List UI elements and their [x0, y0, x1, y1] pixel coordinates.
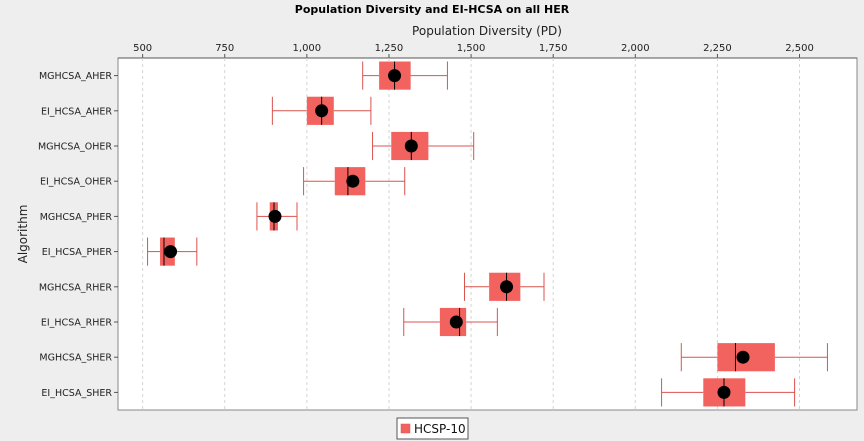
- category-label: EI_HCSA_AHER: [41, 106, 112, 117]
- y-axis-label: Algorithm: [16, 205, 30, 264]
- mean-marker: [164, 245, 178, 259]
- mean-marker: [736, 350, 750, 364]
- grid-lines: [142, 58, 801, 410]
- category-label: EI_HCSA_PHER: [42, 247, 113, 258]
- box-mghcsa-oher: [372, 131, 475, 161]
- category-label: MGHCSA_SHER: [39, 353, 112, 364]
- mean-marker: [346, 174, 360, 188]
- chart-title: Population Diversity and EI-HCSA on all …: [295, 3, 570, 16]
- category-label: EI_HCSA_OHER: [40, 177, 112, 188]
- mean-marker: [717, 385, 731, 399]
- mean-marker: [268, 209, 282, 223]
- mean-marker: [315, 104, 329, 118]
- x-tick-label: 1,750: [539, 43, 568, 54]
- category-label: MGHCSA_AHER: [39, 71, 112, 82]
- x-tick-label: 1,000: [293, 43, 322, 54]
- mean-marker: [500, 280, 514, 294]
- box-mghcsa-aher: [362, 61, 448, 90]
- x-axis-ticks: 500 750 1,000 1,250 1,500 1,750 2,000 2,250 2,50…: [133, 43, 814, 58]
- x-tick-label: 500: [133, 43, 152, 54]
- x-tick-label: 1,250: [375, 43, 404, 54]
- category-label: EI_HCSA_SHER: [41, 388, 112, 399]
- box-mghcsa-sher: [680, 343, 828, 372]
- category-label: MGHCSA_OHER: [38, 142, 112, 153]
- category-label: MGHCSA_RHER: [39, 282, 113, 293]
- legend-swatch: [400, 423, 411, 434]
- category-label: MGHCSA_PHER: [40, 212, 113, 223]
- x-axis-label: Population Diversity (PD): [412, 24, 562, 38]
- legend-box: [396, 417, 469, 440]
- category-label: EI_HCSA_RHER: [41, 318, 113, 329]
- x-tick-label: 750: [215, 43, 234, 54]
- x-tick-label: 1,500: [457, 43, 486, 54]
- x-tick-label: 2,250: [703, 43, 732, 54]
- x-tick-label: 2,500: [785, 43, 814, 54]
- legend: HCSP-10: [396, 417, 469, 440]
- mean-marker: [388, 69, 402, 83]
- box-ei-hcsa-sher: [661, 378, 796, 407]
- box-ei-hcsa-oher: [303, 167, 406, 196]
- legend-entry-hcsp-10: HCSP-10: [414, 422, 466, 436]
- box-ei-hcsa-rher: [403, 307, 498, 337]
- box-ei-hcsa-aher: [271, 96, 372, 125]
- x-tick-label: 2,000: [621, 43, 650, 54]
- mean-marker: [449, 315, 463, 329]
- box-mghcsa-pher: [256, 202, 298, 231]
- mean-marker: [404, 139, 418, 153]
- box-ei-hcsa-pher: [147, 237, 198, 266]
- box-series: [147, 61, 828, 407]
- box-mghcsa-rher: [464, 272, 545, 301]
- category-labels: MGHCSA_AHER EI_HCSA_AHER MGHCSA_OHER EI_HCS…: [38, 71, 118, 399]
